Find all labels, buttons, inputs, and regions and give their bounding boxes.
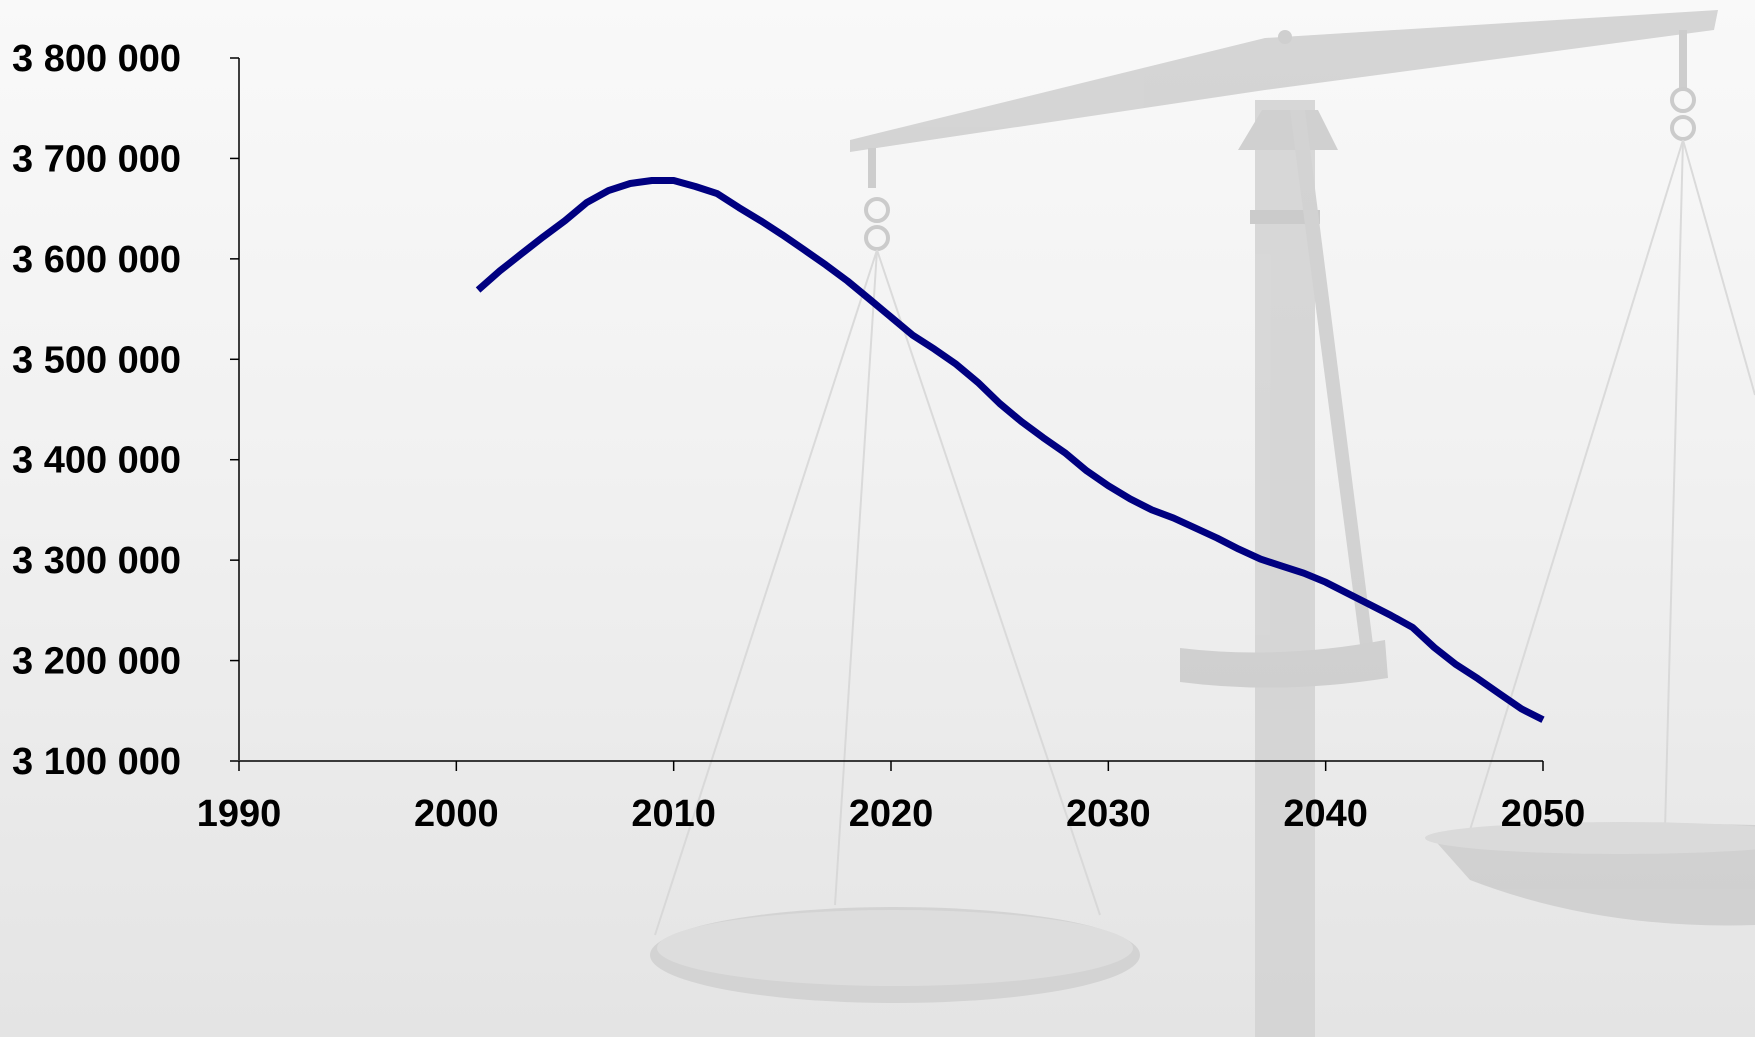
y-tick-label: 3 400 000 bbox=[12, 440, 181, 482]
x-tick-label: 1990 bbox=[197, 793, 282, 835]
series-line bbox=[475, 177, 1545, 723]
y-tick-label: 3 300 000 bbox=[12, 540, 181, 582]
y-tick-label: 3 600 000 bbox=[12, 239, 181, 281]
x-tick-label: 2040 bbox=[1283, 793, 1368, 835]
x-tick-label: 2000 bbox=[414, 793, 499, 835]
balance-scale-icon bbox=[650, 10, 1755, 1037]
y-tick-label: 3 700 000 bbox=[12, 138, 181, 180]
x-tick-label: 2020 bbox=[849, 793, 934, 835]
x-tick-label: 2050 bbox=[1501, 793, 1586, 835]
x-tick-label: 2030 bbox=[1066, 793, 1151, 835]
y-tick-label: 3 500 000 bbox=[12, 339, 181, 381]
y-tick-label: 3 100 000 bbox=[12, 741, 181, 783]
x-tick-label: 2010 bbox=[631, 793, 716, 835]
y-tick-label: 3 200 000 bbox=[12, 641, 181, 683]
y-tick-label: 3 800 000 bbox=[12, 38, 181, 80]
